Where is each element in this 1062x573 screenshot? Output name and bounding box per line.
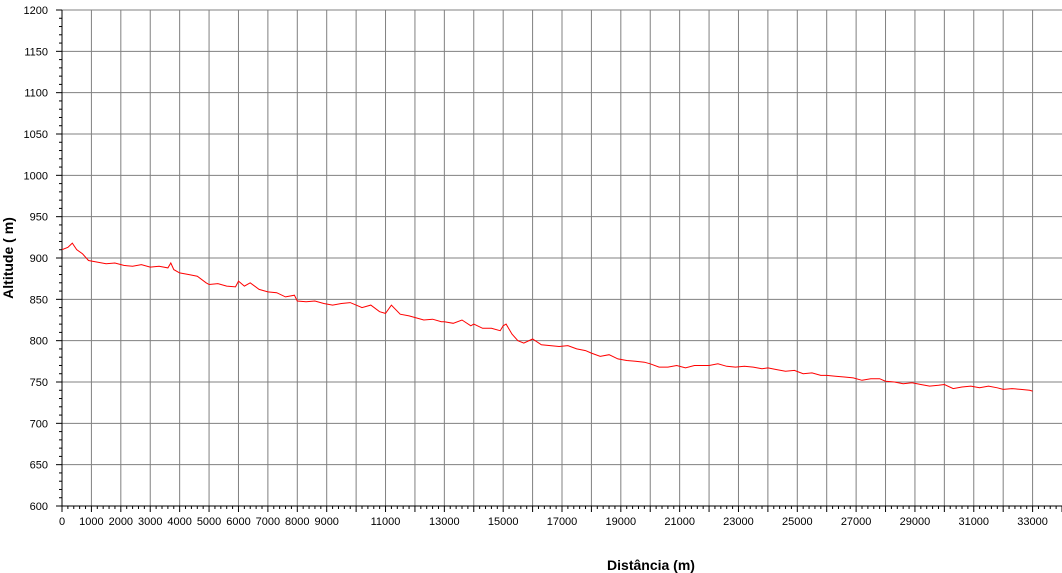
x-tick-label: 2000 <box>109 516 133 528</box>
x-tick-label: 29000 <box>900 516 931 528</box>
y-tick-label: 1200 <box>24 5 48 17</box>
x-tick-label: 25000 <box>782 516 813 528</box>
x-tick-label: 8000 <box>285 516 309 528</box>
x-tick-label: 21000 <box>664 516 695 528</box>
x-tick-label: 17000 <box>547 516 578 528</box>
x-tick-label: 5000 <box>197 516 221 528</box>
x-axis-title: Distância (m) <box>607 557 695 573</box>
x-tick-label: 11000 <box>371 516 401 528</box>
x-tick-label: 6000 <box>226 516 250 528</box>
y-tick-label: 800 <box>30 336 48 348</box>
minor-ticks <box>56 9 1062 512</box>
x-axis: 0 1000 2000 3000 4000 5000 6000 7000 8000 9000 110… <box>59 505 1062 528</box>
x-tick-label: 23000 <box>723 516 754 528</box>
x-tick-label: 7000 <box>256 516 280 528</box>
y-tick-label: 950 <box>30 212 48 224</box>
x-tick-label: 19000 <box>606 516 637 528</box>
y-axis-title: Altitude ( m) <box>0 217 16 299</box>
x-tick-label: 33000 <box>1017 516 1048 528</box>
y-tick-label: 650 <box>30 460 48 472</box>
y-tick-label: 900 <box>30 253 48 265</box>
y-tick-label: 850 <box>30 294 48 306</box>
x-tick-label: 4000 <box>167 516 191 528</box>
y-tick-label: 600 <box>30 501 48 513</box>
y-tick-label: 1050 <box>24 129 48 141</box>
x-tick-label: 1000 <box>79 516 103 528</box>
y-tick-label: 1000 <box>24 170 48 182</box>
altitude-series-line <box>61 242 1033 392</box>
x-tick-label: 27000 <box>841 516 872 528</box>
x-tick-label: 0 <box>59 516 65 528</box>
x-tick-label: 3000 <box>138 516 162 528</box>
y-axis: 600 650 700 750 800 850 900 950 1000 1050 1100 1150… <box>24 5 63 513</box>
x-tick-label: 31000 <box>958 516 989 528</box>
x-tick-label: 9000 <box>314 516 338 528</box>
y-tick-label: 1100 <box>24 88 48 100</box>
x-tick-label: 13000 <box>429 516 460 528</box>
y-tick-label: 1150 <box>24 46 48 58</box>
x-tick-label: 15000 <box>488 516 519 528</box>
y-tick-label: 750 <box>30 377 48 389</box>
grid-lines <box>62 9 1062 507</box>
y-tick-label: 700 <box>30 418 48 430</box>
